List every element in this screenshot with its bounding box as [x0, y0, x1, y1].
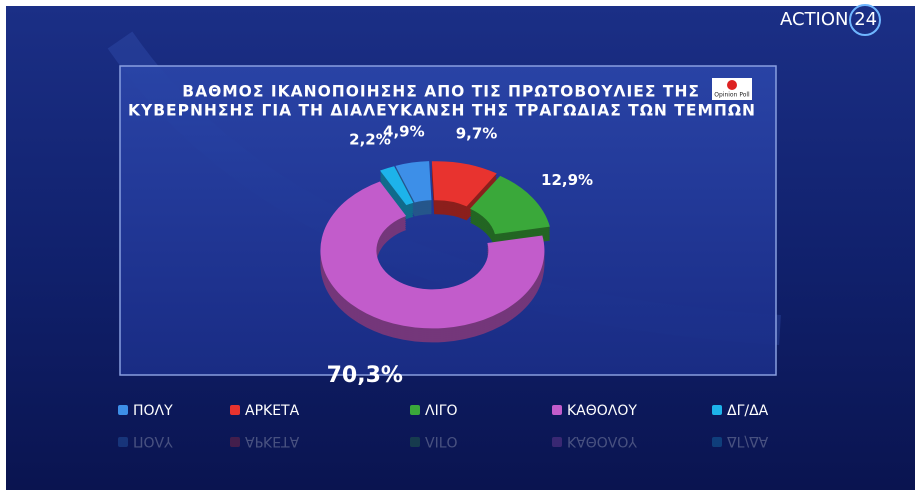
legend-label: ΚΑΘΟΛΟΥ — [567, 433, 637, 449]
legend: ΠΟΛΥ ΠΟΛΥ ΑΡΚΕΤΑ ΑΡΚΕΤΑ ΛΙΓΟ ΛΙΓΟ ΚΑΘΟΛΟΥ ΚΑΘΟΛ… — [118, 403, 769, 449]
legend-swatch — [230, 437, 240, 447]
pollster-dot — [727, 80, 737, 90]
legend-label: ΠΟΛΥ — [133, 433, 173, 449]
pollster-name: Opinion Poll — [714, 92, 750, 99]
channel-logo: ACTION 24 — [780, 9, 877, 30]
slice — [320, 181, 545, 329]
legend-swatch — [552, 437, 562, 447]
legend-reflection: ΑΡΚΕΤΑ — [230, 433, 300, 449]
donut: 4,9% 9,7% 12,9% 70,3% 2,2% — [320, 123, 593, 388]
legend-label: ΠΟΛΥ — [133, 403, 173, 419]
legend-label: ΛΙΓΟ — [425, 403, 458, 419]
legend-swatch — [410, 405, 420, 415]
legend-reflection: ΚΑΘΟΛΟΥ — [552, 433, 637, 449]
legend-label: ΔΓ/ΔΑ — [727, 433, 769, 449]
value-label: 9,7% — [456, 124, 498, 142]
value-label: 70,3% — [327, 363, 403, 388]
legend-label: ΛΙΓΟ — [425, 433, 458, 449]
title-line: ΒΑΘΜΟΣ ΙΚΑΝΟΠΟΙΗΣΗΣ ΑΠΟ ΤΙΣ ΠΡΩΤΟΒΟΥΛΙΕΣ… — [182, 83, 700, 101]
legend-swatch — [552, 405, 562, 415]
logo-ring — [849, 4, 881, 36]
legend-swatch — [118, 437, 128, 447]
slice — [431, 161, 497, 207]
value-label: 12,9% — [541, 171, 593, 189]
legend-label: ΑΡΚΕΤΑ — [245, 433, 300, 449]
value-label: 4,9% — [383, 123, 425, 141]
legend-reflection: ΠΟΛΥ — [118, 433, 173, 449]
slice — [395, 161, 432, 203]
legend-label: ΑΡΚΕΤΑ — [245, 403, 300, 419]
legend-swatch — [712, 437, 722, 447]
slice — [470, 175, 550, 235]
legend-reflection: ΛΙΓΟ — [410, 433, 458, 449]
title-line: ΚΥΒΕΡΝΗΣΗΣ ΓΙΑ ΤΗ ΔΙΑΛΕΥΚΑΝΣΗ ΤΗΣ ΤΡΑΓΩΔ… — [128, 102, 756, 120]
slice — [380, 166, 414, 206]
legend-label: ΚΑΘΟΛΟΥ — [567, 403, 637, 419]
legend-swatch — [230, 405, 240, 415]
legend-label: ΔΓ/ΔΑ — [727, 403, 769, 419]
value-label: 2,2% — [349, 130, 391, 148]
legend-reflection: ΔΓ/ΔΑ — [712, 433, 769, 449]
legend-swatch — [118, 405, 128, 415]
legend-swatch — [712, 405, 722, 415]
legend-swatch — [410, 437, 420, 447]
